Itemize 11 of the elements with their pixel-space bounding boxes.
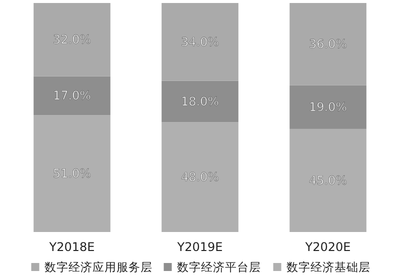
legend-label: 数字经济应用服务层 [44,260,152,274]
data-label: 19.0% [308,100,348,114]
x-tick-label: Y2020E [304,240,351,254]
data-label: 36.0% [308,37,348,52]
legend-label: 数字经济基础层 [286,260,370,274]
legend-label: 数字经济平台层 [176,260,261,274]
data-label: 32.0% [52,32,92,47]
data-label: 18.0% [180,94,220,108]
x-tick-label: Y2019E [176,240,223,254]
data-label: 17.0% [52,88,92,103]
x-tick-label: Y2018E [48,240,95,254]
